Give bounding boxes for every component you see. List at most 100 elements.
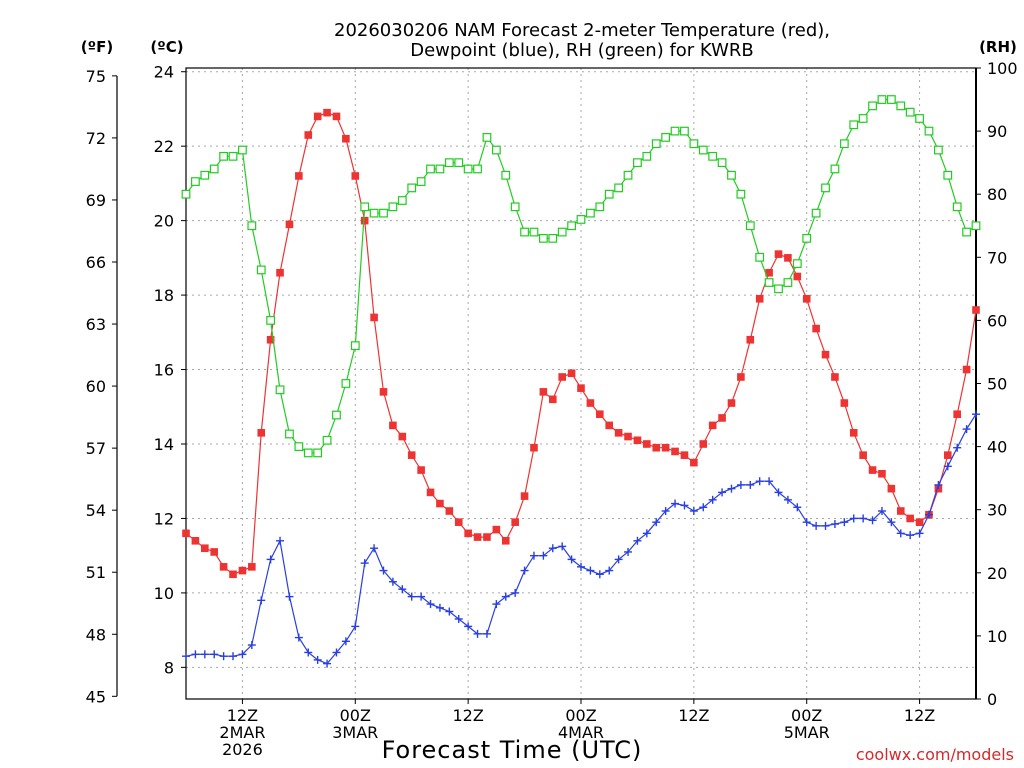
dewpoint-point xyxy=(210,650,219,659)
dewpoint-point xyxy=(859,514,868,523)
celsius-tick-label: 20 xyxy=(154,212,174,231)
rh-point xyxy=(614,183,624,193)
temperature-point xyxy=(304,131,313,139)
rh-point xyxy=(247,221,257,231)
rh-point xyxy=(886,95,896,104)
temperature-point xyxy=(953,410,961,419)
dewpoint-point xyxy=(830,520,839,529)
fahrenheit-tick-label: 57 xyxy=(86,439,106,458)
dewpoint-point xyxy=(407,592,416,601)
fahrenheit-tick-label: 69 xyxy=(86,191,106,210)
temperature-point xyxy=(652,443,661,452)
temperature-point xyxy=(351,172,360,180)
dewpoint-point xyxy=(896,529,905,538)
temperature-point xyxy=(915,518,924,526)
temperature-point xyxy=(896,507,905,515)
rh-point xyxy=(661,133,671,142)
dewpoint-point xyxy=(341,637,350,646)
temperature-point xyxy=(417,466,425,474)
rh-tick-label: 0 xyxy=(987,690,997,709)
temperature-point xyxy=(802,295,811,303)
temperature-point xyxy=(831,373,839,381)
rh-point xyxy=(736,189,746,199)
celsius-unit-label: (ºC) xyxy=(150,38,183,56)
temperature-point xyxy=(229,570,237,579)
temperature-point xyxy=(614,429,623,437)
temperature-point xyxy=(342,134,350,143)
rh-point xyxy=(473,164,482,174)
rh-point xyxy=(482,133,492,142)
rh-point xyxy=(209,164,219,174)
temperature-point xyxy=(539,388,548,396)
rh-point xyxy=(181,189,191,199)
celsius-tick-label: 18 xyxy=(154,286,174,305)
rh-point xyxy=(520,227,529,237)
chart-title-line-1: 2026030206 NAM Forecast 2-meter Temperat… xyxy=(334,20,830,41)
temperature-point xyxy=(501,536,510,545)
temperature-point xyxy=(445,507,454,515)
temperature-point xyxy=(887,484,896,493)
rh-point xyxy=(952,202,962,212)
celsius-tick-label: 22 xyxy=(154,137,174,156)
temperature-point xyxy=(671,447,679,456)
x-tick-label: 00Z xyxy=(340,706,371,725)
dewpoint-point xyxy=(812,521,821,530)
rh-tick-label: 70 xyxy=(987,248,1007,267)
dewpoint-point xyxy=(840,518,849,527)
rh-point xyxy=(360,202,370,212)
temperature-point xyxy=(605,421,614,430)
rh-point xyxy=(341,379,351,388)
rh-point xyxy=(538,233,548,243)
temperature-point xyxy=(793,272,802,281)
temperature-point xyxy=(219,563,228,571)
dewpoint-point xyxy=(943,462,952,471)
temperature-point xyxy=(530,443,538,452)
dewpoint-point xyxy=(247,641,256,650)
temperature-point xyxy=(238,566,247,575)
dewpoint-point xyxy=(398,585,407,594)
dewpoint-point xyxy=(887,518,896,527)
celsius-tick-label: 14 xyxy=(154,435,174,454)
rh-point xyxy=(745,221,755,231)
dewpoint-point xyxy=(417,592,426,601)
dewpoint-point xyxy=(323,659,332,668)
celsius-tick-label: 10 xyxy=(154,584,174,603)
rh-point xyxy=(689,139,699,149)
dewpoint-point xyxy=(774,488,783,497)
rh-point xyxy=(924,126,934,136)
rh-point xyxy=(774,284,783,294)
dewpoint-point xyxy=(605,566,614,575)
tick-labels: 45 48 51 54 57 60 63 66 69 72 75 8 10 12 14 16 18 20 22 24 0… xyxy=(86,59,1018,759)
dewpoint-point xyxy=(266,555,275,564)
rh-point xyxy=(708,151,718,161)
rh-point xyxy=(604,189,614,199)
dewpoint-point xyxy=(370,544,379,553)
rh-point xyxy=(877,95,887,104)
temperature-point xyxy=(332,112,341,121)
temperature-point xyxy=(182,529,190,538)
temperature-point xyxy=(285,220,294,229)
temperature-point xyxy=(407,451,416,459)
x-tick-label: 2MAR xyxy=(219,723,265,742)
temperature-point xyxy=(812,324,820,333)
temperature-point xyxy=(661,443,670,452)
rh-point xyxy=(397,196,407,205)
temperature-point xyxy=(313,112,322,121)
dewpoint-point xyxy=(520,566,529,575)
rh-point xyxy=(642,151,652,161)
rh-tick-label: 20 xyxy=(987,564,1007,583)
dewpoint-point xyxy=(953,443,962,452)
plot-frame xyxy=(185,67,977,700)
dewpoint-point xyxy=(219,652,228,661)
dewpoint-point xyxy=(718,488,727,497)
temperature-point xyxy=(699,440,708,448)
dewpoint-point xyxy=(624,547,633,556)
rh-tick-label: 50 xyxy=(987,375,1007,394)
celsius-tick-label: 24 xyxy=(154,63,174,82)
dewpoint-point xyxy=(388,577,397,586)
rh-point xyxy=(905,107,915,117)
dewpoint-point xyxy=(435,603,444,612)
rh-point xyxy=(407,183,417,193)
rh-point xyxy=(350,341,360,351)
rh-point xyxy=(717,158,727,168)
